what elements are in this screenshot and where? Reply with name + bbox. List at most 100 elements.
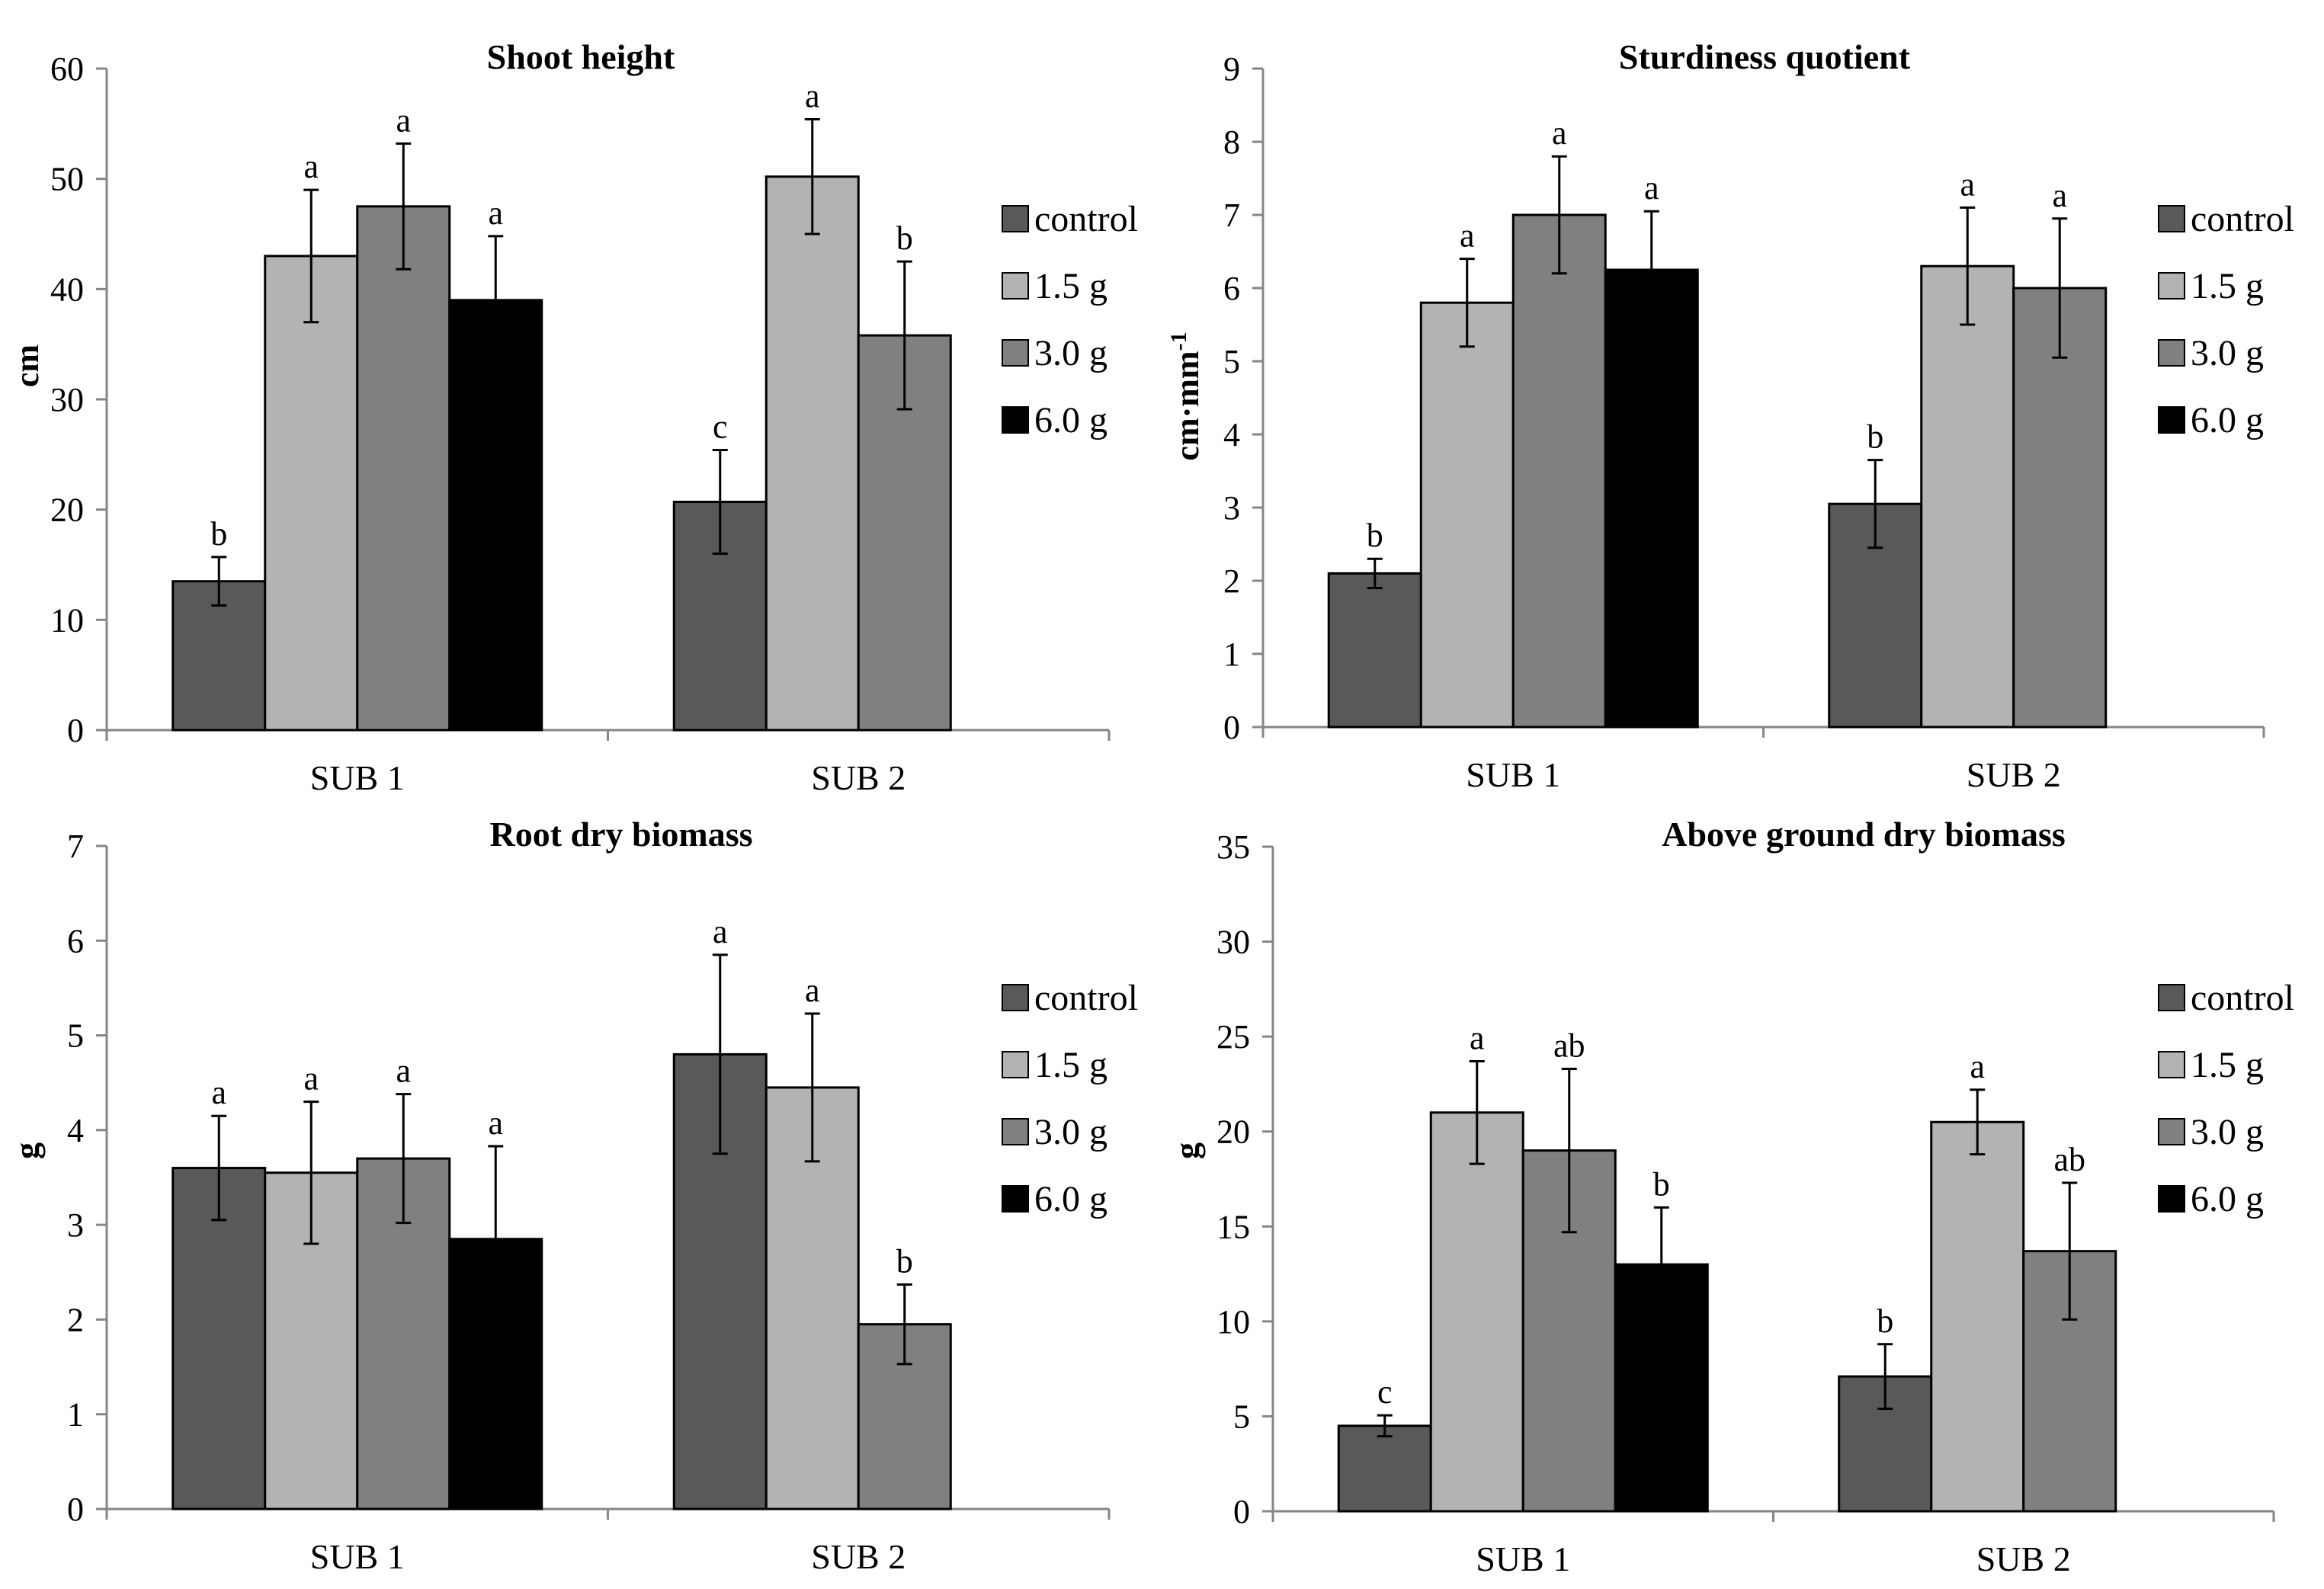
y-tick-label: 30	[1216, 924, 1250, 961]
significance-letter: a	[1460, 217, 1475, 255]
panel-above-ground-dry-biomass: Above ground dry biomass g 0 5 10 15 20 25 30 3…	[1168, 815, 2294, 1578]
x-category-label: SUB 1	[1476, 1539, 1570, 1578]
x-category-label: SUB 2	[811, 758, 906, 797]
y-tick-label: 4	[1223, 416, 1240, 453]
legend-label: control	[2191, 199, 2294, 239]
y-tick-label: 0	[67, 712, 84, 749]
chart-title: Shoot height	[487, 37, 675, 76]
y-tick-label: 2	[67, 1301, 84, 1338]
bar	[356, 205, 451, 732]
bar	[171, 1167, 267, 1511]
bar	[264, 255, 359, 732]
chart-title: Root dry biomass	[489, 815, 752, 854]
y-axis-label: cm	[8, 344, 46, 387]
y-tick-label: 5	[1223, 343, 1240, 380]
legend-label: 6.0 g	[2191, 1179, 2264, 1219]
significance-letter: a	[2052, 177, 2067, 214]
chart-title: Sturdiness quotient	[1619, 37, 1911, 76]
legend-label: 1.5 g	[2191, 1045, 2264, 1085]
y-tick-label: 1	[67, 1396, 84, 1434]
y-tick-label: 2	[1223, 562, 1240, 600]
legend-swatch	[1002, 1118, 1029, 1145]
significance-letter: a	[805, 972, 820, 1009]
y-tick-label: 20	[1216, 1113, 1250, 1151]
legend-swatch	[1002, 272, 1029, 300]
x-category-label: SUB 1	[310, 758, 405, 797]
bar	[1930, 1120, 2025, 1513]
y-tick-label: 3	[67, 1206, 84, 1244]
y-tick-label: 7	[1223, 197, 1240, 234]
legend-label: 1.5 g	[1034, 1045, 1108, 1085]
x-category-label: SUB 2	[1976, 1539, 2071, 1578]
y-tick-label: 35	[1216, 828, 1250, 866]
legend-swatch	[1002, 205, 1029, 232]
bar	[1327, 572, 1422, 729]
y-tick-label: 1	[1223, 636, 1240, 673]
legend-label: 6.0 g	[1034, 400, 1108, 440]
x-category-label: SUB 2	[1967, 755, 2061, 794]
significance-letter: a	[1470, 1020, 1485, 1057]
significance-letter: a	[488, 194, 503, 232]
legend-swatch	[2158, 339, 2185, 367]
bar	[1604, 268, 1699, 729]
significance-letter: b	[1653, 1165, 1670, 1203]
significance-letter: a	[1644, 169, 1659, 207]
legend-label: control	[1034, 978, 1138, 1018]
panel-root-dry-biomass: Root dry biomass g 0 1 2 3 4 5 6 7 a a a a SUB 1 a a b S…	[8, 815, 1138, 1576]
bar	[1429, 1111, 1524, 1513]
legend-swatch	[2158, 1185, 2185, 1213]
legend-label: 6.0 g	[1034, 1179, 1108, 1219]
significance-letter: a	[303, 1060, 319, 1097]
legend-swatch	[1002, 1185, 1029, 1213]
y-axis-label-text: cm	[8, 344, 46, 387]
y-tick-label: 20	[50, 492, 84, 529]
y-axis-label: g	[8, 1142, 46, 1159]
y-tick-label: 7	[67, 828, 84, 865]
y-tick-label: 6	[1223, 270, 1240, 307]
y-axis-label-text: g	[1168, 1142, 1206, 1159]
y-axis-label: cm·mm-1	[1166, 332, 1207, 460]
bar	[2012, 287, 2108, 729]
legend-label: control	[1034, 199, 1138, 239]
significance-letter: a	[396, 101, 411, 139]
y-tick-label: 5	[67, 1017, 84, 1055]
y-tick-label: 25	[1216, 1018, 1250, 1056]
legend-swatch	[2158, 406, 2185, 434]
significance-letter: b	[210, 515, 227, 553]
legend-label: 3.0 g	[1034, 1112, 1108, 1152]
significance-letter: a	[303, 148, 319, 185]
chart-title: Above ground dry biomass	[1662, 815, 2066, 854]
bar	[1419, 301, 1515, 729]
y-tick-label: 15	[1216, 1208, 1250, 1245]
significance-letter: b	[896, 1242, 913, 1280]
y-tick-label: 0	[1223, 709, 1240, 746]
x-category-label: SUB 1	[1466, 755, 1560, 794]
legend-swatch	[1002, 406, 1029, 434]
significance-letter: ab	[2053, 1141, 2085, 1178]
y-axis-label-text: g	[8, 1142, 46, 1159]
legend-label: 3.0 g	[1034, 333, 1108, 373]
legend-label: 3.0 g	[2191, 333, 2264, 373]
y-tick-label: 40	[50, 271, 84, 308]
legend-swatch	[1002, 1051, 1029, 1078]
bar	[1511, 213, 1607, 729]
y-tick-label: 10	[50, 601, 84, 639]
significance-letter: a	[488, 1104, 503, 1142]
y-axis-label-superscript: -1	[1166, 332, 1191, 351]
x-category-label: SUB 1	[310, 1537, 405, 1576]
significance-letter: c	[1377, 1373, 1393, 1411]
panel-sturdiness-quotient: Sturdiness quotient cm·mm-1 0 1 2 3 4 5 6 7 8 9 b a…	[1166, 37, 2294, 794]
significance-letter: b	[1867, 418, 1883, 456]
y-tick-label: 0	[67, 1491, 84, 1528]
legend-label: 1.5 g	[1034, 266, 1108, 306]
legend-swatch	[2158, 1051, 2185, 1078]
panel-shoot-height: Shoot height cm 0 10 20 30 40 50 60 b a a a SUB 1 c a…	[8, 37, 1138, 797]
legend-swatch	[2158, 984, 2185, 1011]
bar	[1920, 264, 2015, 729]
significance-letter: a	[1552, 114, 1567, 152]
y-tick-label: 60	[50, 50, 84, 88]
significance-letter: a	[805, 78, 820, 115]
significance-letter: a	[211, 1074, 226, 1111]
significance-letter: a	[396, 1052, 411, 1090]
